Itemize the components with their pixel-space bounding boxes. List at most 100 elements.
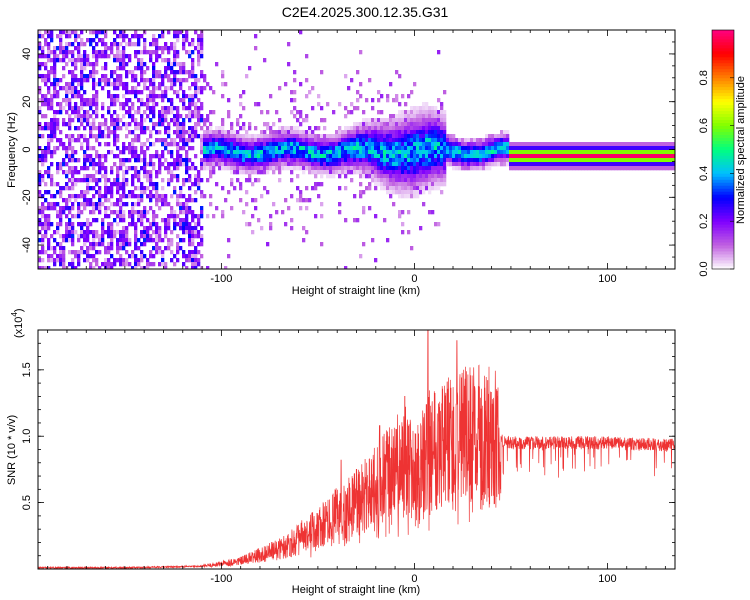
heatmap-cell — [71, 94, 75, 99]
heatmap-cell — [98, 122, 102, 127]
heatmap-cell — [185, 130, 189, 135]
heatmap-cell — [257, 150, 261, 155]
heatmap-cell — [362, 166, 366, 171]
heatmap-cell — [53, 238, 57, 243]
heatmap-cell — [455, 158, 459, 163]
heatmap-cell — [458, 166, 462, 171]
heatmap-cell — [50, 98, 54, 103]
heatmap-cell — [500, 154, 504, 159]
heatmap-cell — [263, 130, 267, 135]
heatmap-cell — [557, 150, 561, 155]
heatmap-cell — [41, 74, 45, 79]
heatmap-cell — [404, 110, 408, 115]
heatmap-cell — [635, 146, 639, 151]
heatmap-cell — [269, 146, 273, 151]
heatmap-cell — [575, 150, 579, 155]
heatmap-cell — [197, 250, 201, 255]
heatmap-cell — [311, 130, 315, 135]
heatmap-cell — [65, 94, 69, 99]
heatmap-cell — [200, 74, 204, 79]
heatmap-cell — [305, 158, 309, 163]
heatmap-cell — [194, 226, 198, 231]
heatmap-cell — [227, 150, 231, 155]
heatmap-cell — [503, 142, 507, 147]
heatmap-cell — [194, 178, 198, 183]
heatmap-cell — [404, 118, 408, 123]
heatmap-cell — [272, 154, 276, 159]
heatmap-cell — [278, 130, 282, 135]
heatmap-cell — [179, 154, 183, 159]
heatmap-cell — [185, 106, 189, 111]
heatmap-cell — [98, 202, 102, 207]
heatmap-cell — [398, 126, 402, 131]
heatmap-cell — [101, 238, 105, 243]
heatmap-cell — [431, 174, 435, 179]
heatmap-cell — [71, 78, 75, 83]
heatmap-cell — [272, 146, 276, 151]
heatmap-cell — [365, 130, 369, 135]
heatmap-cell — [173, 162, 177, 167]
heatmap-cell — [68, 198, 72, 203]
snr-scale-close: ) — [13, 308, 25, 312]
heatmap-cell — [107, 178, 111, 183]
heatmap-cell — [626, 142, 630, 147]
heatmap-cell — [584, 162, 588, 167]
heatmap-cell — [335, 158, 339, 163]
heatmap-cell — [155, 174, 159, 179]
heatmap-cell — [485, 158, 489, 163]
heatmap-cell — [53, 182, 57, 187]
heatmap-cell — [248, 66, 252, 71]
heatmap-cell — [140, 194, 144, 199]
heatmap-cell — [107, 206, 111, 211]
colorbar-segment — [712, 236, 734, 240]
heatmap-cell — [185, 162, 189, 167]
heatmap-cell — [143, 266, 147, 269]
heatmap-cell — [395, 142, 399, 147]
heatmap-cell — [203, 86, 207, 91]
heatmap-cell — [62, 58, 66, 63]
heatmap-cell — [398, 178, 402, 183]
y-tick-label: 1.0 — [21, 429, 33, 444]
heatmap-cell — [281, 154, 285, 159]
heatmap-cell — [86, 58, 90, 63]
heatmap-cell — [110, 46, 114, 51]
heatmap-cell — [149, 98, 153, 103]
heatmap-cell — [356, 134, 360, 139]
heatmap-cell — [440, 110, 444, 115]
heatmap-cell — [71, 242, 75, 247]
heatmap-cell — [317, 142, 321, 147]
heatmap-cell — [266, 110, 270, 115]
heatmap-cell — [425, 178, 429, 183]
heatmap-cell — [368, 134, 372, 139]
heatmap-cell — [110, 98, 114, 103]
heatmap-cell — [350, 138, 354, 143]
heatmap-cell — [233, 142, 237, 147]
heatmap-cell — [56, 110, 60, 115]
heatmap-cell — [401, 138, 405, 143]
heatmap-cell — [155, 202, 159, 207]
heatmap-cell — [275, 210, 279, 215]
heatmap-cell — [545, 142, 549, 147]
heatmap-cell — [314, 182, 318, 187]
heatmap-cell — [77, 58, 81, 63]
heatmap-cell — [191, 250, 195, 255]
heatmap-cell — [491, 162, 495, 167]
heatmap-cell — [602, 162, 606, 167]
heatmap-cell — [623, 158, 627, 163]
heatmap-cell — [98, 82, 102, 87]
heatmap-cell — [224, 162, 228, 167]
heatmap-cell — [173, 78, 177, 83]
heatmap-cell — [47, 138, 51, 143]
heatmap-cell — [566, 166, 570, 171]
heatmap-cell — [479, 150, 483, 155]
heatmap-cell — [119, 234, 123, 239]
heatmap-cell — [155, 194, 159, 199]
heatmap-cell — [56, 254, 60, 259]
heatmap-cell — [578, 150, 582, 155]
heatmap-cell — [389, 134, 393, 139]
heatmap-cell — [95, 98, 99, 103]
heatmap-cell — [410, 146, 414, 151]
heatmap-cell — [59, 210, 63, 215]
heatmap-cell — [527, 154, 531, 159]
heatmap-cell — [74, 34, 78, 39]
